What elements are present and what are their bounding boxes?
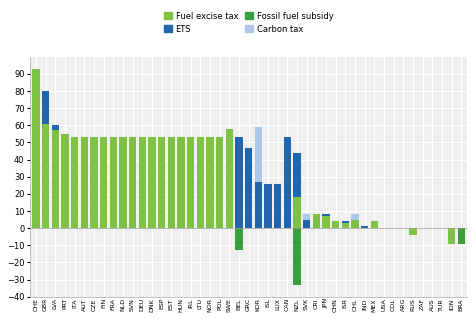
- Bar: [293, 197, 301, 228]
- Bar: [138, 137, 146, 228]
- Bar: [109, 137, 117, 228]
- Bar: [235, 137, 243, 228]
- Bar: [255, 127, 262, 182]
- Bar: [119, 137, 127, 228]
- Bar: [409, 228, 417, 235]
- Bar: [42, 91, 49, 124]
- Bar: [81, 137, 88, 228]
- Bar: [342, 223, 349, 228]
- Bar: [187, 137, 194, 228]
- Bar: [158, 137, 165, 228]
- Bar: [322, 214, 329, 216]
- Bar: [71, 137, 78, 228]
- Bar: [226, 129, 233, 228]
- Bar: [42, 124, 49, 228]
- Bar: [371, 221, 378, 228]
- Bar: [206, 137, 214, 228]
- Bar: [303, 214, 310, 219]
- Bar: [52, 130, 59, 228]
- Bar: [235, 228, 243, 250]
- Bar: [293, 228, 301, 285]
- Bar: [293, 153, 301, 197]
- Bar: [52, 125, 59, 130]
- Bar: [100, 137, 107, 228]
- Bar: [448, 228, 455, 244]
- Bar: [351, 219, 358, 228]
- Bar: [313, 214, 320, 228]
- Bar: [322, 216, 329, 228]
- Bar: [255, 182, 262, 228]
- Bar: [129, 137, 136, 228]
- Bar: [351, 214, 358, 219]
- Bar: [148, 137, 155, 228]
- Bar: [91, 137, 98, 228]
- Bar: [216, 137, 223, 228]
- Bar: [457, 228, 465, 244]
- Bar: [332, 221, 339, 228]
- Bar: [197, 137, 204, 228]
- Bar: [32, 69, 39, 228]
- Bar: [361, 226, 368, 228]
- Bar: [61, 134, 69, 228]
- Bar: [177, 137, 184, 228]
- Bar: [245, 148, 252, 228]
- Bar: [342, 221, 349, 223]
- Bar: [283, 137, 291, 228]
- Bar: [303, 219, 310, 228]
- Bar: [274, 184, 281, 228]
- Bar: [168, 137, 175, 228]
- Bar: [264, 184, 272, 228]
- Legend: Fuel excise tax, ETS, Fossil fuel subsidy, Carbon tax: Fuel excise tax, ETS, Fossil fuel subsid…: [161, 8, 337, 37]
